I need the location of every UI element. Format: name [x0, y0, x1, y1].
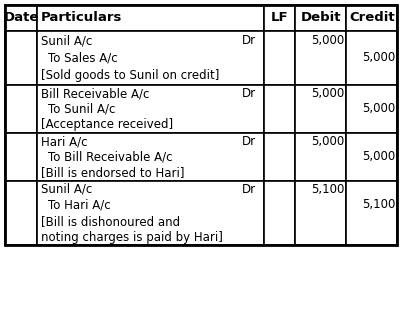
- Bar: [5, 181, 37, 245]
- Text: To Sunil A/c: To Sunil A/c: [48, 102, 116, 115]
- Text: 5,000: 5,000: [311, 87, 344, 100]
- Bar: [37, 133, 264, 181]
- Text: 5,000: 5,000: [311, 135, 344, 148]
- Text: 5,000: 5,000: [362, 150, 395, 163]
- Bar: [5, 85, 37, 133]
- Text: Debit: Debit: [301, 11, 341, 24]
- Bar: [264, 133, 296, 181]
- Text: Date: Date: [3, 11, 39, 24]
- Bar: [296, 85, 346, 133]
- Text: Dr: Dr: [242, 87, 256, 100]
- Bar: [346, 85, 397, 133]
- Bar: [264, 5, 296, 31]
- Bar: [346, 5, 397, 31]
- Bar: [346, 181, 397, 245]
- Text: [Bill is dishonoured and: [Bill is dishonoured and: [40, 215, 180, 228]
- Text: 5,000: 5,000: [311, 34, 344, 47]
- Bar: [296, 133, 346, 181]
- Text: [Bill is endorsed to Hari]: [Bill is endorsed to Hari]: [40, 166, 184, 179]
- Text: LF: LF: [271, 11, 288, 24]
- Text: [Sold goods to Sunil on credit]: [Sold goods to Sunil on credit]: [40, 69, 219, 82]
- Bar: [5, 31, 37, 85]
- Text: Hari A/c: Hari A/c: [40, 135, 87, 148]
- Text: To Hari A/c: To Hari A/c: [48, 198, 111, 211]
- Text: Sunil A/c: Sunil A/c: [40, 183, 92, 196]
- Text: Bill Receivable A/c: Bill Receivable A/c: [40, 87, 149, 100]
- Bar: [264, 31, 296, 85]
- Text: Dr: Dr: [242, 135, 256, 148]
- Bar: [37, 31, 264, 85]
- Bar: [37, 5, 264, 31]
- Bar: [264, 85, 296, 133]
- Bar: [37, 181, 264, 245]
- Bar: [296, 31, 346, 85]
- Bar: [296, 5, 346, 31]
- Text: Dr: Dr: [242, 34, 256, 47]
- Bar: [5, 5, 397, 245]
- Text: Credit: Credit: [349, 11, 395, 24]
- Text: noting charges is paid by Hari]: noting charges is paid by Hari]: [40, 231, 222, 244]
- Text: Particulars: Particulars: [40, 11, 122, 24]
- Bar: [296, 181, 346, 245]
- Bar: [346, 31, 397, 85]
- Bar: [5, 133, 37, 181]
- Bar: [346, 133, 397, 181]
- Bar: [5, 5, 37, 31]
- Text: 5,100: 5,100: [362, 198, 395, 211]
- Bar: [37, 85, 264, 133]
- Text: 5,100: 5,100: [311, 183, 344, 196]
- Text: 5,000: 5,000: [362, 102, 395, 115]
- Text: Dr: Dr: [242, 183, 256, 196]
- Text: [Acceptance received]: [Acceptance received]: [40, 118, 173, 131]
- Bar: [264, 181, 296, 245]
- Text: 5,000: 5,000: [362, 52, 395, 65]
- Text: To Bill Receivable A/c: To Bill Receivable A/c: [48, 150, 173, 163]
- Text: Sunil A/c: Sunil A/c: [40, 34, 92, 47]
- Text: To Sales A/c: To Sales A/c: [48, 52, 118, 65]
